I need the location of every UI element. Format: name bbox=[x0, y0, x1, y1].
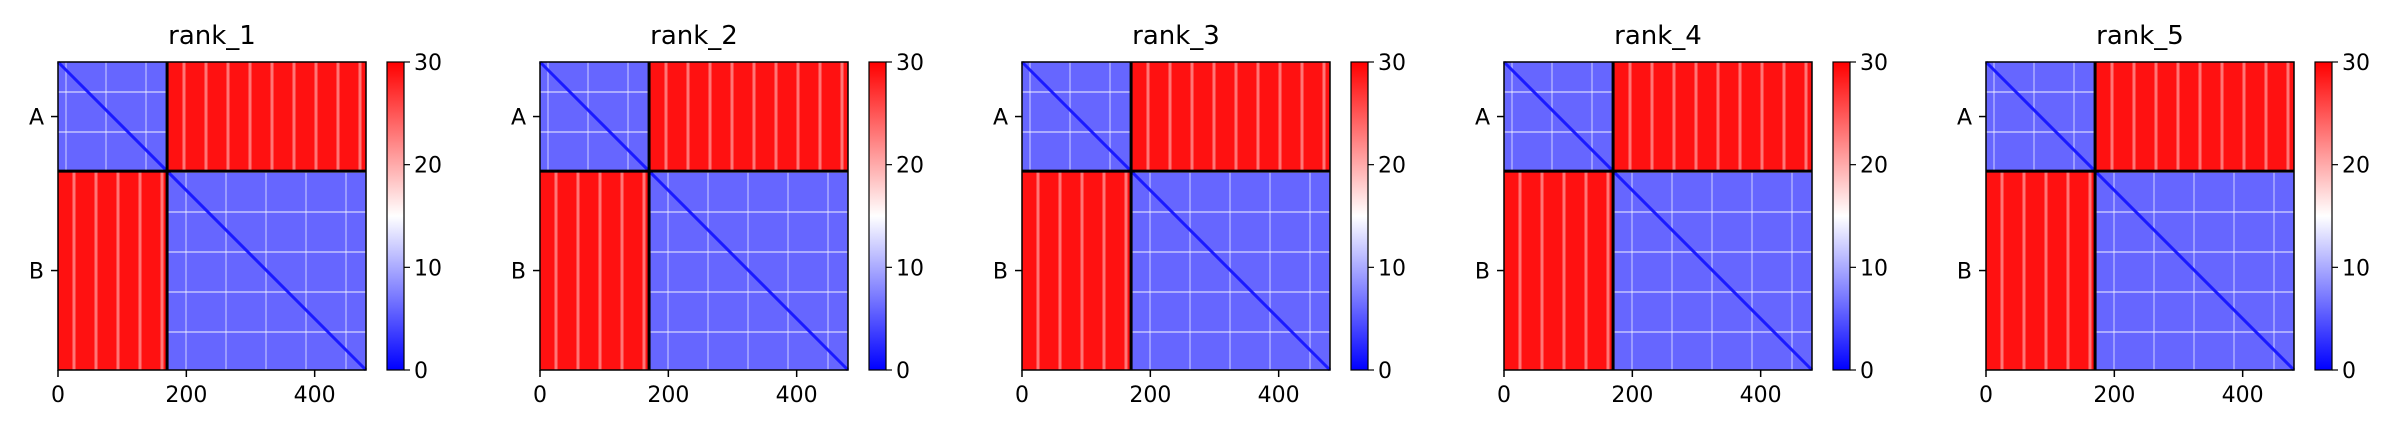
heatmap-panel-3: rank_3 0 200 400 A B 0 10 20 30 bbox=[993, 21, 1406, 408]
block-B-A bbox=[1504, 171, 1614, 370]
x-tick-label: 200 bbox=[647, 383, 689, 408]
plot-frame bbox=[1021, 61, 1331, 371]
block-B-A bbox=[540, 171, 650, 370]
x-tick-label: 400 bbox=[1740, 383, 1782, 408]
colorbar-tick-label: 20 bbox=[1860, 154, 1888, 179]
y-tick-label: B bbox=[29, 260, 44, 285]
y-tick-label: B bbox=[1957, 260, 1972, 285]
x-tick-label: 200 bbox=[165, 383, 207, 408]
colorbar-tick-label: 20 bbox=[896, 154, 924, 179]
colorbar-tick-label: 10 bbox=[1378, 256, 1406, 281]
colorbar-tick-label: 0 bbox=[1378, 359, 1392, 384]
colorbar-tick-label: 0 bbox=[2342, 359, 2356, 384]
plot-frame bbox=[539, 61, 849, 371]
heatmap-panel-4: rank_4 0 200 400 A B 0 10 20 30 bbox=[1475, 21, 1888, 408]
x-tick-label: 400 bbox=[1258, 383, 1300, 408]
colorbar bbox=[1832, 61, 1851, 371]
block-A-B bbox=[2095, 62, 2294, 172]
y-tick-label: B bbox=[993, 260, 1008, 285]
diagonal-line bbox=[56, 60, 368, 372]
panel-title: rank_5 bbox=[2096, 21, 2184, 51]
diagonal-line bbox=[1020, 60, 1332, 372]
colorbar-tick-label: 0 bbox=[1860, 359, 1874, 384]
y-tick-label: A bbox=[993, 106, 1008, 131]
diagonal-line bbox=[538, 60, 850, 372]
heatmap-panel-1: rank_1 0 200 400 A B 0 10 20 30 bbox=[29, 21, 442, 408]
y-tick-label: A bbox=[1475, 106, 1490, 131]
heatmap-panel-5: rank_5 0 200 400 A B 0 10 20 30 bbox=[1957, 21, 2370, 408]
plot-frame bbox=[1503, 61, 1813, 371]
colorbar-tick-label: 30 bbox=[2342, 51, 2370, 76]
colorbar-tick-label: 0 bbox=[896, 359, 910, 384]
colorbar-tick-label: 30 bbox=[1378, 51, 1406, 76]
colorbar-tick-label: 30 bbox=[414, 51, 442, 76]
block-B-A bbox=[1022, 171, 1132, 370]
colorbar-tick-label: 10 bbox=[414, 256, 442, 281]
y-tick-label: A bbox=[1957, 106, 1972, 131]
block-A-B bbox=[1131, 62, 1330, 172]
colorbar-tick-label: 10 bbox=[896, 256, 924, 281]
panel-title: rank_1 bbox=[168, 21, 256, 51]
y-tick-label: B bbox=[1475, 260, 1490, 285]
colorbar bbox=[386, 61, 405, 371]
x-tick-label: 200 bbox=[1129, 383, 1171, 408]
colorbar-tick-label: 10 bbox=[2342, 256, 2370, 281]
plot-frame bbox=[57, 61, 367, 371]
heatmap-panel-2: rank_2 0 200 400 A B 0 10 20 30 bbox=[511, 21, 924, 408]
diagonal-line bbox=[1502, 60, 1814, 372]
panel-title: rank_2 bbox=[650, 21, 738, 51]
colorbar bbox=[868, 61, 887, 371]
colorbar-tick-label: 0 bbox=[414, 359, 428, 384]
block-B-A bbox=[58, 171, 168, 370]
x-tick-label: 0 bbox=[533, 383, 547, 408]
colorbar-tick-label: 30 bbox=[896, 51, 924, 76]
colorbar-tick-label: 20 bbox=[2342, 154, 2370, 179]
colorbar-tick-label: 10 bbox=[1860, 256, 1888, 281]
x-tick-label: 0 bbox=[1497, 383, 1511, 408]
y-tick-label: B bbox=[511, 260, 526, 285]
block-A-B bbox=[1613, 62, 1812, 172]
panel-title: rank_3 bbox=[1132, 21, 1220, 51]
plot-frame bbox=[1985, 61, 2295, 371]
block-B-A bbox=[1986, 171, 2096, 370]
x-tick-label: 200 bbox=[2093, 383, 2135, 408]
diagonal-line bbox=[1984, 60, 2296, 372]
panel-title: rank_4 bbox=[1614, 21, 1702, 51]
colorbar-tick-label: 30 bbox=[1860, 51, 1888, 76]
x-tick-label: 400 bbox=[2222, 383, 2264, 408]
colorbar bbox=[1350, 61, 1369, 371]
block-A-B bbox=[167, 62, 366, 172]
x-tick-label: 400 bbox=[294, 383, 336, 408]
colorbar-tick-label: 20 bbox=[414, 154, 442, 179]
x-tick-label: 0 bbox=[1015, 383, 1029, 408]
x-tick-label: 0 bbox=[1979, 383, 1993, 408]
colorbar bbox=[2314, 61, 2333, 371]
x-tick-label: 200 bbox=[1611, 383, 1653, 408]
x-tick-label: 400 bbox=[776, 383, 818, 408]
y-tick-label: A bbox=[511, 106, 526, 131]
block-A-B bbox=[649, 62, 848, 172]
colorbar-tick-label: 20 bbox=[1378, 154, 1406, 179]
y-tick-label: A bbox=[29, 106, 44, 131]
x-tick-label: 0 bbox=[51, 383, 65, 408]
